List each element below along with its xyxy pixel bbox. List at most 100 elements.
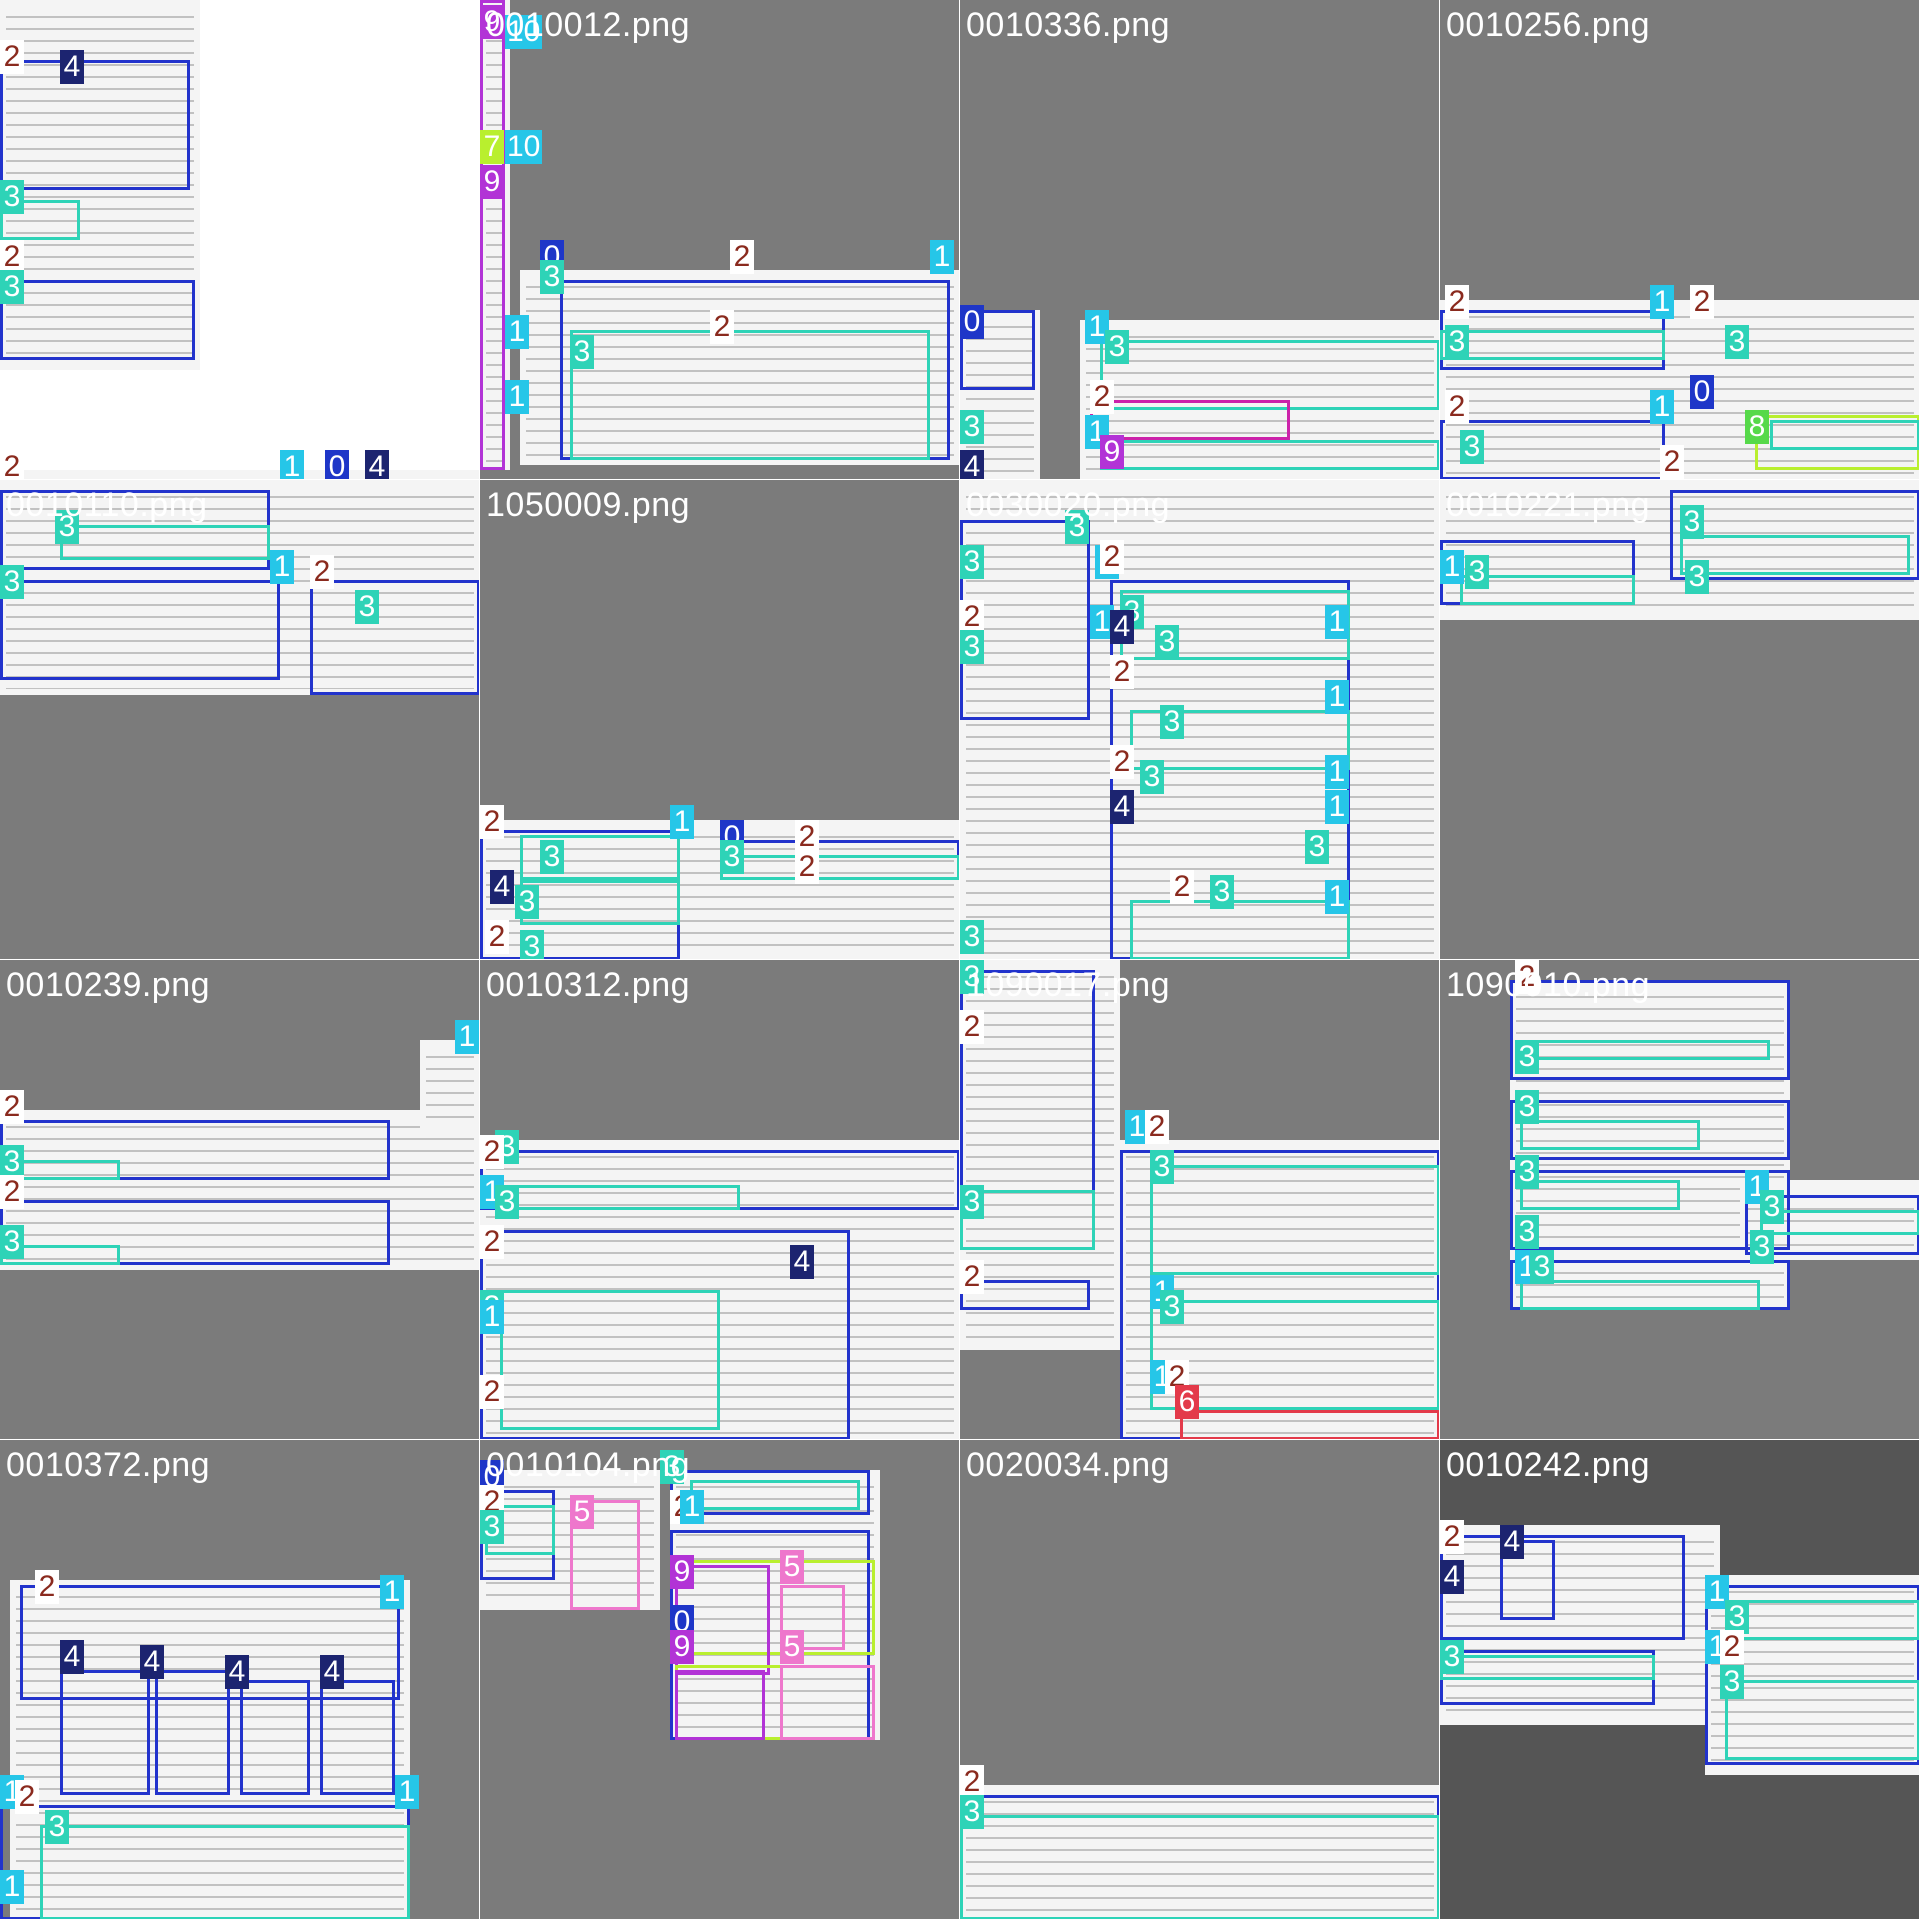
class-label-tag: 4 — [960, 450, 984, 479]
mosaic-tile: 3 1 3 2 3 0010110.png — [0, 480, 480, 960]
mosaic-tile: 2 1 3 2 1 3 2 3 0 8 2 0010256.png — [1440, 0, 1920, 480]
annotation-box — [960, 310, 1035, 390]
class-label-tag: 2 — [1170, 870, 1194, 904]
class-label-tag: 3 — [570, 335, 594, 369]
class-label-tag: 2 — [1445, 390, 1469, 424]
annotation-box — [960, 1190, 1095, 1250]
document-crop — [670, 1470, 880, 1740]
mosaic-tile: 0323521950950010104.png — [480, 1440, 960, 1920]
class-label-tag: 10 — [505, 15, 543, 49]
class-label-tag: 1 — [0, 1870, 24, 1904]
class-label-tag: 3 — [0, 270, 24, 304]
annotation-box — [1725, 1600, 1919, 1640]
class-label-tag: 3 — [45, 1810, 69, 1844]
class-label-tag: 1 — [670, 805, 694, 839]
class-label-tag: 1 — [1440, 550, 1464, 584]
mosaic-tile: 3312231341321323114323130030020.png — [960, 480, 1440, 960]
tile-filename: 1090017.png — [966, 966, 1171, 1004]
class-label-tag: 3 — [480, 1510, 504, 1544]
annotation-box — [675, 1670, 765, 1740]
class-label-tag: 5 — [570, 1495, 594, 1529]
class-label-tag: 3 — [1210, 875, 1234, 909]
annotation-box — [1130, 710, 1350, 770]
annotation-box — [1130, 900, 1350, 959]
mosaic-tile: 9 10 7 10 9 0 2 1 3 1 2 3 1 0010012.png — [480, 0, 960, 480]
class-label-tag: 2 — [480, 805, 504, 839]
class-label-tag: 0 — [960, 305, 984, 339]
annotation-box — [1725, 1680, 1919, 1760]
class-label-tag: 2 — [1110, 745, 1134, 779]
annotation-box — [570, 1500, 640, 1610]
class-label-tag: 4 — [1500, 1525, 1524, 1559]
annotation-box — [1510, 980, 1790, 1080]
class-label-tag: 2 — [795, 820, 819, 854]
class-label-tag: 3 — [1305, 830, 1329, 864]
annotation-box — [1100, 440, 1439, 470]
tile-filename: 1050009.png — [486, 486, 691, 524]
class-label-tag: 4 — [1440, 1560, 1464, 1594]
class-label-tag: 0 — [325, 450, 349, 479]
tile-filename: 0010104.png — [486, 1446, 691, 1484]
class-label-tag: 1 — [1325, 790, 1349, 824]
class-label-tag: 2 — [480, 1225, 504, 1259]
class-label-tag: 3 — [1160, 1290, 1184, 1324]
mosaic-tile: 0 1 3 2 1 9 3 4 0010336.png — [960, 0, 1440, 480]
class-label-tag: 3 — [55, 510, 79, 544]
class-label-tag: 3 — [0, 1145, 24, 1179]
class-label-tag: 3 — [660, 1450, 684, 1484]
tile-filename: 0010312.png — [486, 966, 691, 1004]
class-label-tag: 3 — [0, 180, 24, 214]
class-label-tag: 1 — [380, 1575, 404, 1609]
class-label-tag: 8 — [1745, 410, 1769, 444]
annotation-box — [1440, 1535, 1685, 1640]
class-label-tag: 3 — [1515, 1090, 1539, 1124]
annotation-box — [520, 835, 680, 880]
class-label-tag: 0 — [1690, 375, 1714, 409]
annotation-box — [780, 1585, 845, 1650]
class-label-tag: 1 — [1325, 680, 1349, 714]
class-label-tag: 2 — [730, 240, 754, 274]
class-label-tag: 1 — [680, 1490, 704, 1524]
document-crop — [1510, 980, 1790, 1310]
annotation-box — [1440, 1655, 1655, 1680]
class-label-tag: 3 — [1515, 1040, 1539, 1074]
class-label-tag: 2 — [1720, 1630, 1744, 1664]
tile-filename: 0010110.png — [6, 486, 208, 524]
class-label-tag: 10 — [505, 130, 543, 164]
class-label-tag: 3 — [960, 960, 984, 994]
annotation-box — [720, 855, 959, 880]
class-label-tag: 3 — [960, 410, 984, 444]
class-label-tag: 4 — [320, 1655, 344, 1689]
class-label-tag: 3 — [1725, 1600, 1749, 1634]
mosaic-tile: 2 4 4 3 1 3 1 2 3 0010242.png — [1440, 1440, 1920, 1920]
annotation-box — [1520, 1180, 1680, 1210]
class-label-tag: 2 — [710, 310, 734, 344]
class-label-tag: 3 — [1065, 510, 1089, 544]
class-label-tag: 1 — [395, 1775, 419, 1809]
class-label-tag: 1 — [280, 450, 304, 479]
class-label-tag: 1 — [1325, 755, 1349, 789]
class-label-tag: 2 — [485, 920, 509, 954]
annotation-box — [1500, 1540, 1555, 1620]
class-label-tag: 3 — [960, 630, 984, 664]
annotation-box — [310, 580, 479, 695]
class-label-tag: 3 — [960, 1185, 984, 1219]
annotation-box — [155, 1670, 230, 1795]
class-label-tag: 3 — [1725, 325, 1749, 359]
class-label-tag: 3 — [1685, 560, 1709, 594]
annotation-box — [1460, 575, 1635, 605]
annotation-box — [60, 1670, 150, 1795]
class-label-tag: 1 — [930, 240, 954, 274]
class-label-tag: 9 — [670, 1555, 694, 1589]
annotation-box — [40, 1825, 410, 1919]
annotation-box — [960, 1280, 1090, 1310]
class-label-tag: 2 — [960, 1010, 984, 1044]
annotation-box — [1090, 400, 1290, 440]
class-label-tag: 3 — [1750, 1230, 1774, 1264]
annotation-box — [1760, 1210, 1919, 1235]
class-label-tag: 1 — [1325, 880, 1349, 914]
annotation-box — [520, 880, 680, 925]
class-label-tag: 3 — [495, 1185, 519, 1219]
class-label-tag: 3 — [0, 1225, 24, 1259]
